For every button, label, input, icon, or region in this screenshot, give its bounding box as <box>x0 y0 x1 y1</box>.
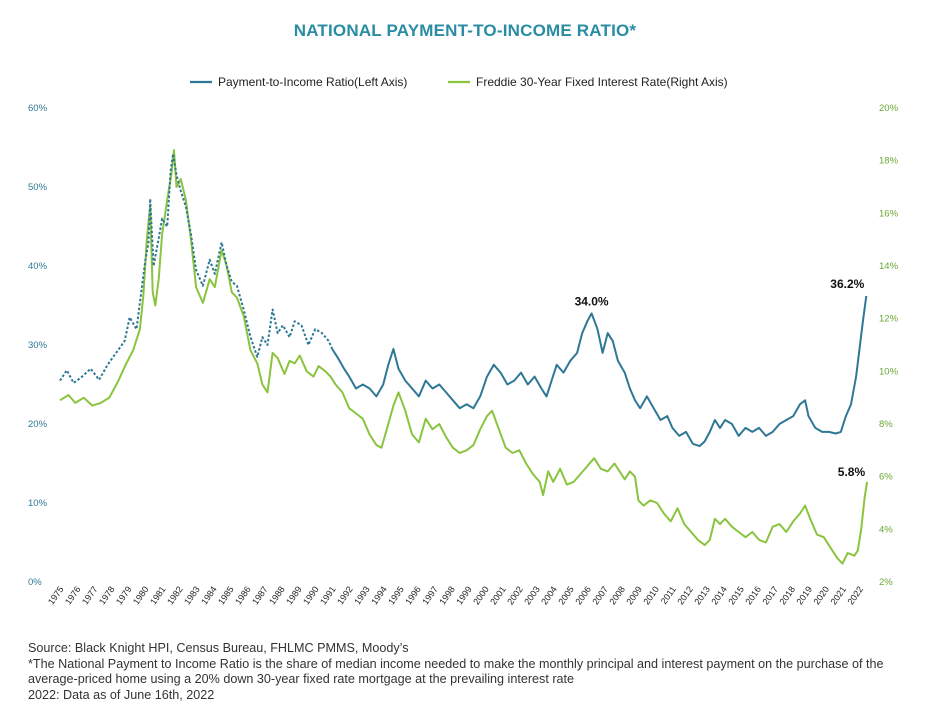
right-y-tick-label: 14% <box>879 261 899 272</box>
series-line-payment-ratio-dashed <box>59 152 334 384</box>
x-tick-label: 2018 <box>777 584 797 606</box>
x-tick-label: 2011 <box>659 584 678 606</box>
left-y-tick-label: 0% <box>28 577 42 588</box>
left-y-tick-label: 30% <box>28 340 48 351</box>
chart-footer: Source: Black Knight HPI, Census Bureau,… <box>28 641 923 703</box>
annotation-freddie-rate: 5.8% <box>838 465 866 479</box>
x-tick-label: 1997 <box>420 584 440 606</box>
x-tick-label: 1978 <box>97 584 117 606</box>
x-tick-label: 1979 <box>114 584 134 606</box>
right-y-tick-label: 4% <box>879 524 893 535</box>
x-tick-label: 2017 <box>760 584 780 606</box>
left-y-tick-label: 60% <box>28 103 48 114</box>
left-y-tick-label: 20% <box>28 419 48 430</box>
x-tick-label: 2009 <box>624 584 644 606</box>
x-tick-label: 2021 <box>828 584 848 606</box>
x-tick-label: 2002 <box>505 584 525 606</box>
right-y-tick-label: 20% <box>879 103 899 114</box>
left-y-tick-label: 40% <box>28 261 48 272</box>
x-tick-label: 1987 <box>250 584 270 606</box>
x-tick-label: 2016 <box>743 584 763 606</box>
x-tick-label: 2001 <box>488 584 508 606</box>
x-tick-label: 1986 <box>233 584 253 606</box>
definition-note: *The National Payment to Income Ratio is… <box>28 656 884 687</box>
right-y-tick-label: 16% <box>879 208 899 219</box>
x-tick-label: 2000 <box>471 584 491 606</box>
source-note: Source: Black Knight HPI, Census Bureau,… <box>28 641 409 655</box>
right-y-tick-label: 6% <box>879 472 893 483</box>
x-tick-label: 1985 <box>216 584 236 606</box>
series-line-freddie-rate <box>59 149 869 565</box>
legend-label-freddie-rate: Freddie 30-Year Fixed Interest Rate(Righ… <box>476 75 728 89</box>
x-tick-label: 2020 <box>811 584 831 606</box>
x-tick-label: 1990 <box>301 584 321 606</box>
x-tick-label: 1981 <box>148 584 168 606</box>
x-tick-label: 1994 <box>369 584 389 606</box>
x-tick-label: 2010 <box>641 584 661 606</box>
x-tick-label: 2008 <box>607 584 627 606</box>
legend-label-payment-ratio: Payment-to-Income Ratio(Left Axis) <box>218 75 407 89</box>
x-tick-label: 1996 <box>403 584 423 606</box>
right-y-tick-label: 10% <box>879 366 899 377</box>
left-y-tick-label: 50% <box>28 182 48 193</box>
data-as-of-note: 2022: Data as of June 16th, 2022 <box>28 687 215 702</box>
x-tick-label: 1995 <box>386 584 406 606</box>
x-tick-label: 2012 <box>675 584 695 606</box>
chart-area: 0% 10% 20% 30% 40% 50% 60% 2% 4% 6% 8% 10% 12% 14% 16%… <box>28 75 899 607</box>
right-y-tick-label: 8% <box>879 419 893 430</box>
series-line-payment-ratio <box>331 295 868 448</box>
x-tick-label: 1998 <box>437 584 457 606</box>
x-tick-label: 1977 <box>80 584 100 606</box>
x-tick-label: 1984 <box>199 584 219 606</box>
right-y-tick-label: 18% <box>879 156 899 167</box>
x-tick-label: 2003 <box>522 584 542 606</box>
x-tick-label: 1980 <box>131 584 151 606</box>
x-tick-label: 2015 <box>726 584 746 606</box>
x-tick-label: 2014 <box>709 584 729 606</box>
x-tick-label: 2007 <box>590 584 610 606</box>
x-tick-label: 2019 <box>794 584 814 606</box>
annotation-payment-ratio: 36.2% <box>830 277 864 291</box>
x-tick-label: 1975 <box>46 584 66 606</box>
x-tick-label: 1976 <box>63 584 83 606</box>
right-y-tick-label: 2% <box>879 577 893 588</box>
chart-title: NATIONAL PAYMENT-TO-INCOME RATIO* <box>293 21 637 40</box>
x-tick-label: 1983 <box>182 584 202 606</box>
x-tick-label: 1993 <box>352 584 372 606</box>
x-tick-label: 1991 <box>318 584 338 606</box>
annotation-payment-ratio: 34.0% <box>575 294 609 308</box>
x-tick-label: 1982 <box>165 584 185 606</box>
x-tick-label: 1992 <box>335 584 355 606</box>
x-tick-label: 2006 <box>573 584 593 606</box>
right-y-tick-label: 12% <box>879 314 899 325</box>
left-y-tick-label: 10% <box>28 498 48 509</box>
x-tick-label: 2022 <box>845 584 865 606</box>
x-tick-label: 1999 <box>454 584 474 606</box>
x-tick-label: 2005 <box>556 584 576 606</box>
x-tick-label: 2013 <box>692 584 712 606</box>
x-tick-label: 1988 <box>267 584 287 606</box>
x-tick-label: 2004 <box>539 584 559 606</box>
x-tick-label: 1989 <box>284 584 304 606</box>
